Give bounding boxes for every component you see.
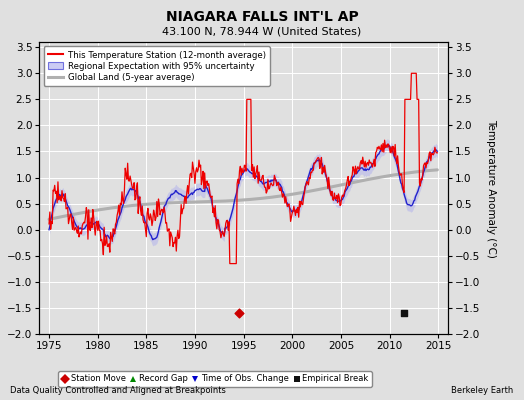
Text: 43.100 N, 78.944 W (United States): 43.100 N, 78.944 W (United States) [162, 26, 362, 36]
Legend: Station Move, Record Gap, Time of Obs. Change, Empirical Break: Station Move, Record Gap, Time of Obs. C… [58, 371, 372, 387]
Text: NIAGARA FALLS INT'L AP: NIAGARA FALLS INT'L AP [166, 10, 358, 24]
Point [400, 310, 408, 316]
Point [235, 310, 243, 316]
Text: Berkeley Earth: Berkeley Earth [451, 386, 514, 395]
Y-axis label: Temperature Anomaly (°C): Temperature Anomaly (°C) [486, 118, 496, 258]
Text: Data Quality Controlled and Aligned at Breakpoints: Data Quality Controlled and Aligned at B… [10, 386, 226, 395]
